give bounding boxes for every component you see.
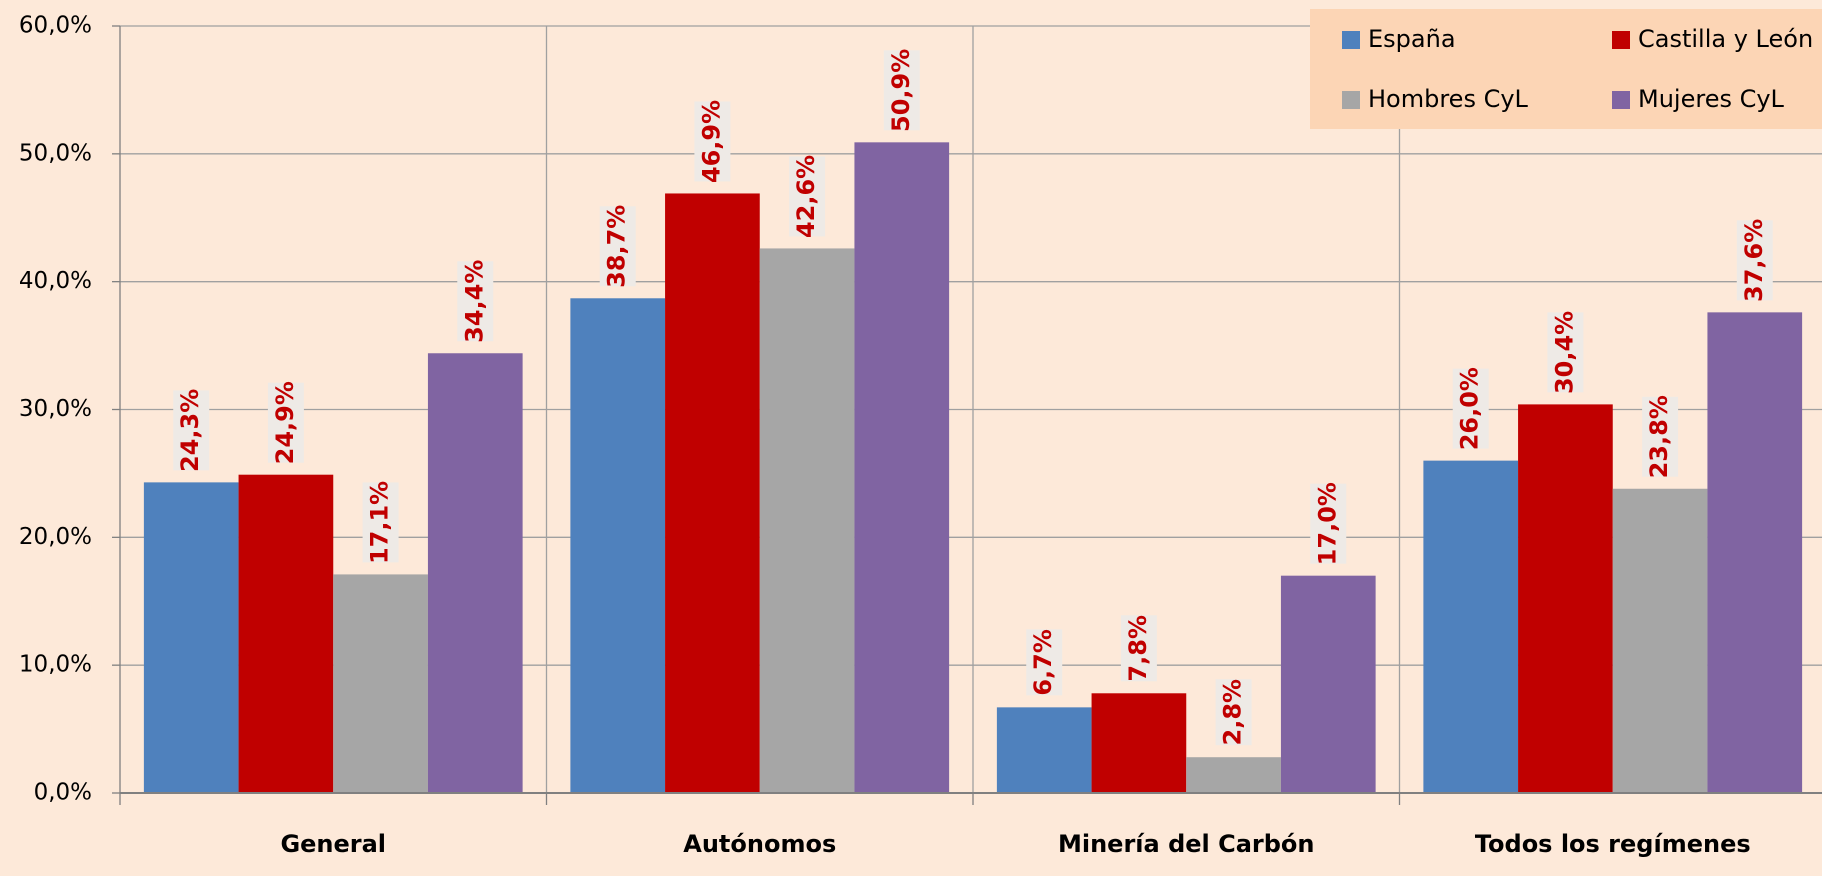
data-label-background: [1452, 368, 1489, 449]
data-label-background: [1120, 615, 1157, 682]
data-label: 17,1%: [366, 481, 394, 564]
bar: [1186, 757, 1281, 793]
bar: [427, 353, 523, 793]
legend-label: Hombres CyL: [1368, 85, 1529, 113]
data-label: 6,7%: [1029, 629, 1057, 696]
data-label: 24,9%: [271, 381, 299, 464]
legend-label: Castilla y León: [1638, 25, 1813, 53]
data-label-background: [457, 261, 494, 342]
data-label: 30,4%: [1550, 311, 1578, 394]
data-label-background: [883, 50, 920, 131]
y-tick-label: 30,0%: [19, 396, 92, 422]
bar: [996, 707, 1092, 793]
data-label-background: [173, 390, 210, 471]
bar: [1091, 693, 1187, 793]
data-label-background: [1736, 220, 1773, 301]
data-label: 17,0%: [1313, 482, 1341, 565]
y-tick-label: 60,0%: [19, 13, 92, 39]
legend-label: Mujeres CyL: [1638, 85, 1785, 113]
data-label: 38,7%: [603, 205, 631, 288]
bar: [1707, 312, 1803, 793]
legend-swatch: [1342, 91, 1360, 109]
y-tick-label: 0,0%: [34, 780, 92, 806]
bar: [1423, 460, 1519, 793]
data-label-background: [1310, 483, 1347, 564]
x-tick-label: General: [280, 830, 386, 858]
x-tick-label: Todos los regímenes: [1475, 830, 1751, 858]
data-label: 24,3%: [176, 389, 204, 472]
bar: [333, 574, 428, 793]
data-label: 37,6%: [1740, 219, 1768, 302]
legend-swatch: [1612, 91, 1630, 109]
data-label: 42,6%: [792, 155, 820, 238]
y-tick-label: 20,0%: [19, 524, 92, 550]
data-label: 34,4%: [460, 260, 488, 343]
data-label-background: [694, 101, 731, 182]
legend-swatch: [1612, 31, 1630, 49]
bar: [854, 142, 950, 793]
bar: [238, 474, 334, 793]
y-tick-label: 40,0%: [19, 268, 92, 294]
data-label: 46,9%: [697, 100, 725, 183]
x-tick-label: Minería del Carbón: [1058, 830, 1315, 858]
bar: [1280, 575, 1376, 793]
legend-swatch: [1342, 31, 1360, 49]
y-tick-label: 50,0%: [19, 140, 92, 166]
legend-label: España: [1368, 25, 1456, 53]
data-label-background: [1547, 312, 1584, 393]
data-label-background: [362, 482, 399, 563]
data-label: 23,8%: [1645, 395, 1673, 478]
bar: [665, 193, 760, 793]
data-label: 50,9%: [887, 49, 915, 132]
data-label-background: [267, 382, 304, 463]
data-label-background: [1215, 679, 1252, 746]
data-label: 7,8%: [1124, 615, 1152, 682]
data-label-background: [1642, 396, 1679, 477]
data-label-background: [789, 156, 826, 237]
x-tick-label: Autónomos: [683, 830, 836, 858]
data-label-background: [1026, 629, 1063, 696]
bar: [1612, 488, 1708, 793]
bar: [143, 482, 239, 793]
legend-box: [1310, 9, 1822, 129]
data-label-background: [599, 206, 636, 287]
bar: [1518, 404, 1613, 793]
bar: [759, 248, 855, 793]
data-label: 2,8%: [1219, 679, 1247, 746]
y-tick-label: 10,0%: [19, 652, 92, 678]
bar: [570, 298, 666, 793]
data-label: 26,0%: [1456, 367, 1484, 450]
